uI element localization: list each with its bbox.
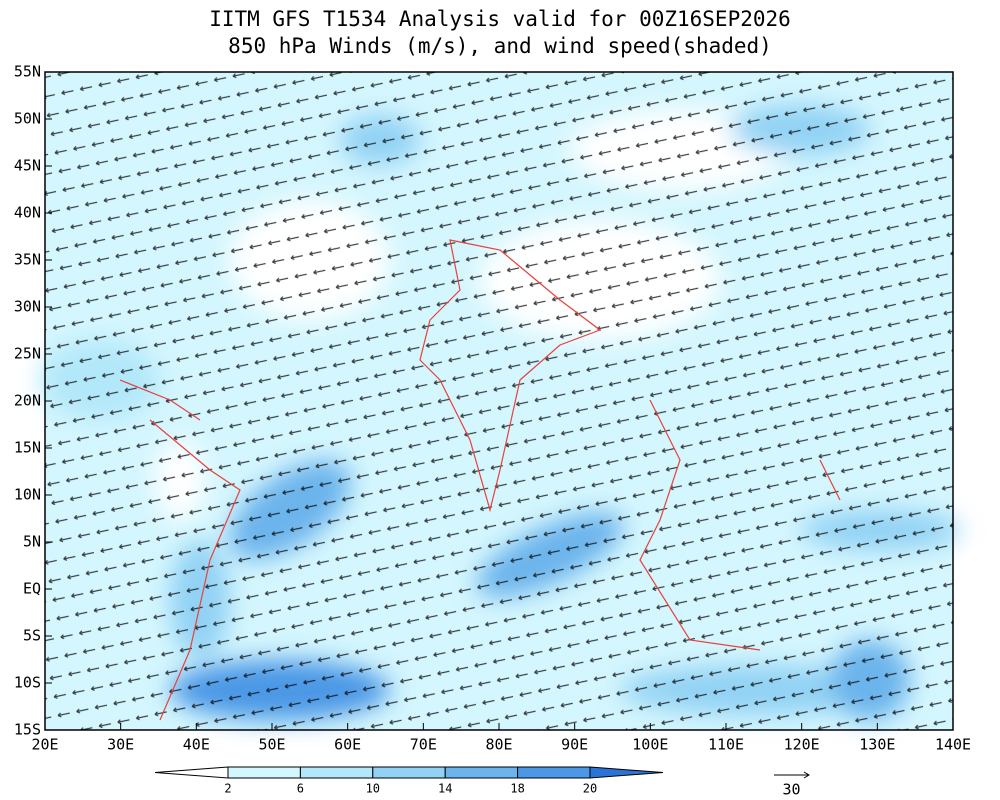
y-tick-label: 35N — [14, 251, 41, 269]
colorbar-segment — [227, 766, 301, 779]
y-tick-label: 55N — [14, 63, 41, 81]
reference-label: 30 — [782, 781, 800, 799]
x-tick-label: 60E — [334, 736, 361, 754]
x-tick-label: 30E — [107, 736, 134, 754]
y-tick-label: 15N — [14, 439, 41, 457]
x-tick-label: 90E — [561, 736, 588, 754]
x-tick-label: 20E — [31, 736, 58, 754]
colorbar-label: 18 — [510, 782, 524, 796]
colorbar-segment — [444, 766, 519, 779]
y-tick-label: 20N — [14, 392, 41, 410]
colorbar-segment — [299, 766, 374, 779]
colorbar-end — [154, 766, 229, 779]
x-tick-label: 110E — [708, 736, 744, 754]
colorbar-segment — [372, 766, 446, 779]
y-tick-label: 25N — [14, 345, 41, 363]
colorbar-label: 20 — [583, 782, 597, 796]
x-tick-label: 80E — [485, 736, 512, 754]
y-tick-label: 10N — [14, 486, 41, 504]
y-tick-label: 5N — [23, 533, 41, 551]
colorbar-label: 14 — [438, 782, 452, 796]
y-tick-label: 40N — [14, 204, 41, 222]
x-tick-label: 130E — [859, 736, 895, 754]
reference-arrowhead — [803, 771, 810, 779]
x-tick-label: 120E — [784, 736, 820, 754]
colorbar-label: 6 — [297, 782, 304, 796]
y-tick-label: 30N — [14, 298, 41, 316]
x-tick-label: 140E — [935, 736, 971, 754]
x-tick-label: 70E — [410, 736, 437, 754]
x-tick-label: 40E — [183, 736, 210, 754]
title: IITM GFS T1534 Analysis valid for 00Z16S… — [209, 7, 791, 31]
y-tick-label: 10S — [14, 674, 41, 692]
y-tick-label: 15S — [14, 721, 41, 739]
shading — [40, 72, 960, 730]
x-tick-label: 50E — [258, 736, 285, 754]
colorbar-label: 2 — [224, 782, 231, 796]
y-tick-label: 50N — [14, 110, 41, 128]
y-tick-label: 5S — [23, 627, 41, 645]
subtitle: 850 hPa Winds (m/s), and wind speed(shad… — [228, 34, 772, 58]
y-tick-label: 45N — [14, 157, 41, 175]
x-tick-label: 100E — [632, 736, 668, 754]
colorbar-segment — [517, 766, 591, 779]
y-tick-label: EQ — [23, 580, 41, 598]
colorbar-end — [589, 766, 664, 779]
colorbar-label: 10 — [366, 782, 380, 796]
